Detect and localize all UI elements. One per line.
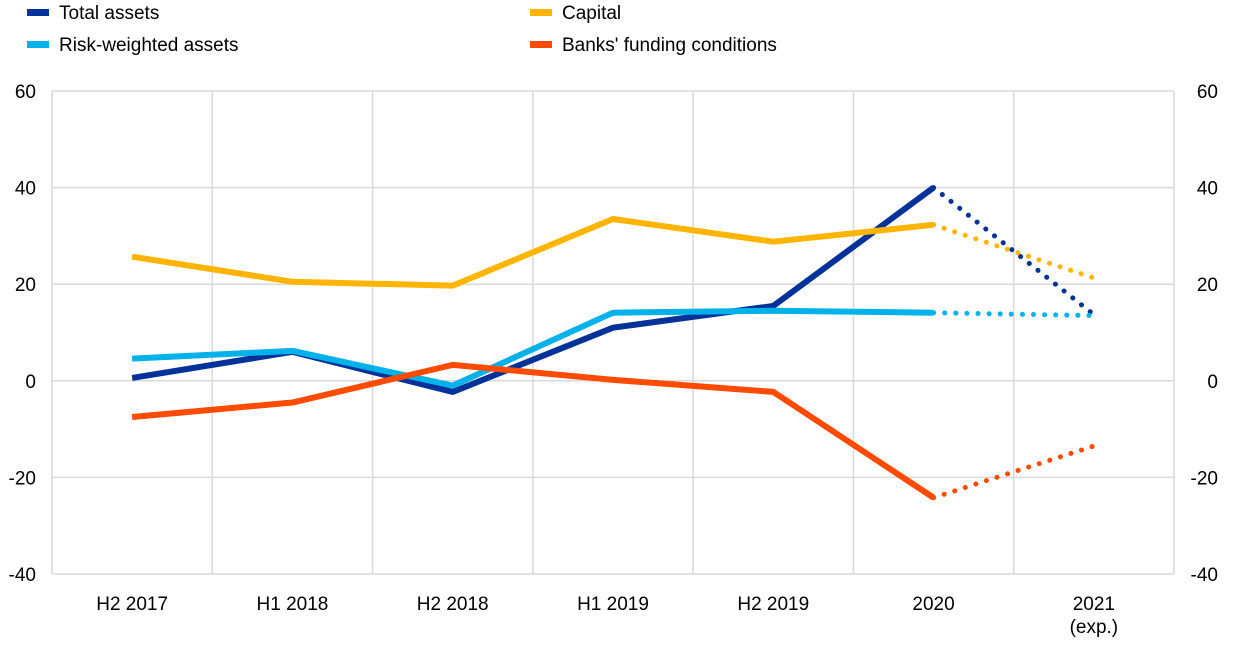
x-tick-label: H1 2019 [577, 594, 649, 615]
y-tick-label-left: -40 [9, 565, 36, 586]
y-tick-label-right: 0 [1207, 372, 1218, 393]
y-tick-label-left: 60 [15, 82, 36, 103]
legend-label: Risk-weighted assets [59, 35, 239, 56]
legend-label: Capital [562, 3, 621, 24]
legend-label: Banks' funding conditions [562, 35, 777, 56]
y-tick-label-right: 60 [1197, 82, 1218, 103]
y-tick-label-right: 40 [1197, 179, 1218, 200]
legend-swatch [27, 41, 49, 48]
y-tick-label-left: 0 [25, 372, 36, 393]
legend-label: Total assets [59, 3, 159, 24]
y-tick-label-right: -20 [1191, 468, 1218, 489]
x-tick-label: H2 2019 [737, 594, 809, 615]
x-tick-label: H2 2018 [417, 594, 489, 615]
y-tick-label-left: 40 [15, 179, 36, 200]
x-tick-label: H2 2017 [96, 594, 168, 615]
legend-swatch [530, 9, 552, 16]
y-tick-label-left: 20 [15, 275, 36, 296]
x-tick-sublabel: (exp.) [1070, 617, 1119, 638]
legend-swatch [530, 41, 552, 48]
y-tick-label-right: 20 [1197, 275, 1218, 296]
x-tick-label: H1 2018 [257, 594, 329, 615]
x-tick-label: 2021 [1073, 594, 1115, 615]
legend-swatch [27, 9, 49, 16]
y-tick-label-left: -20 [9, 468, 36, 489]
x-tick-label: 2020 [912, 594, 954, 615]
y-tick-label-right: -40 [1191, 565, 1218, 586]
